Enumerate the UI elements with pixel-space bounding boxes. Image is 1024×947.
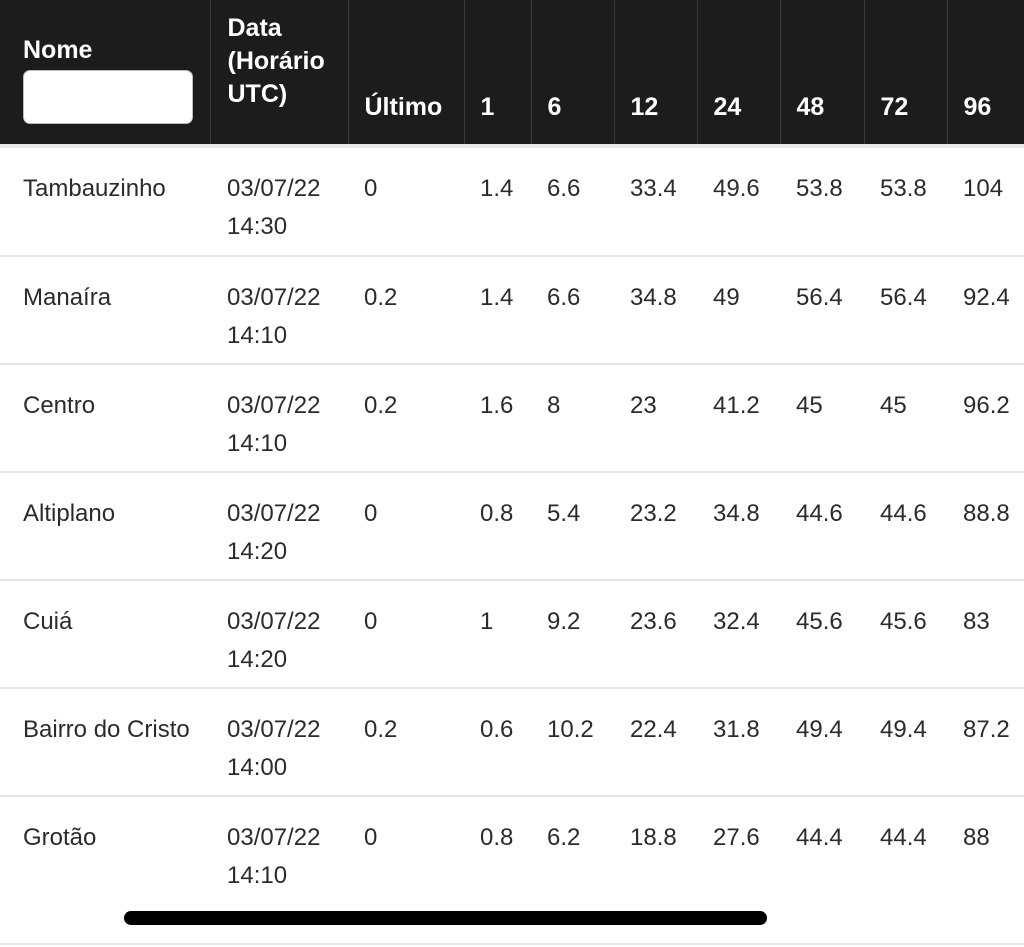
table-row[interactable]: Altiplano 03/07/22 14:20 0 0.8 5.4 23.2 … <box>0 472 1024 580</box>
cell-96: 96.2 <box>963 392 1010 419</box>
column-header-nome[interactable]: Nome <box>0 0 211 144</box>
nome-filter-input[interactable] <box>23 70 193 124</box>
table-row[interactable]: Cuiá 03/07/22 14:20 0 1 9.2 23.6 32.4 45… <box>0 580 1024 688</box>
cell-6: 6.6 <box>547 175 581 202</box>
table-row[interactable]: Bairro do Cristo 03/07/22 14:00 0.2 0.6 … <box>0 688 1024 796</box>
cell-1: 1.6 <box>480 392 514 419</box>
cell-data: 03/07/22 14:10 <box>227 392 321 457</box>
cell-ultimo: 0 <box>364 824 378 851</box>
cell-ultimo: 0.2 <box>364 284 398 311</box>
cell-96: 88 <box>963 824 990 851</box>
cell-12: 18.8 <box>630 824 677 851</box>
cell-24: 34.8 <box>713 500 760 527</box>
header-divider <box>0 144 1024 148</box>
cell-72: 56.4 <box>880 284 927 311</box>
cell-6: 8 <box>547 392 561 419</box>
cell-72: 49.4 <box>880 716 927 743</box>
rainfall-table: Nome Data (Horário UTC) Último 1 6 12 24… <box>0 0 1024 144</box>
cell-24: 41.2 <box>713 392 760 419</box>
cell-data: 03/07/22 14:10 <box>227 284 321 349</box>
cell-1: 1.4 <box>480 175 514 202</box>
cell-nome: Centro <box>23 392 96 419</box>
cell-1: 0.6 <box>480 716 514 743</box>
column-header-data[interactable]: Data (Horário UTC) <box>210 0 349 144</box>
column-header-24[interactable]: 24 <box>697 0 781 144</box>
cell-72: 53.8 <box>880 175 927 202</box>
column-header-72[interactable]: 72 <box>864 0 948 144</box>
cell-data: 03/07/22 14:10 <box>227 824 321 889</box>
cell-nome: Manaíra <box>23 284 112 311</box>
cell-data: 03/07/22 14:00 <box>227 716 321 781</box>
cell-6: 9.2 <box>547 608 581 635</box>
cell-nome: Bairro do Cristo <box>23 716 190 743</box>
cell-96: 104 <box>963 175 1004 202</box>
column-header-96[interactable]: 96 <box>963 93 992 121</box>
table-row[interactable]: Grotão 03/07/22 14:10 0 0.8 6.2 18.8 27.… <box>0 796 1024 904</box>
cell-6: 10.2 <box>547 716 594 743</box>
table-row[interactable]: Tambauzinho 03/07/22 14:30 0 1.4 6.6 33.… <box>0 148 1024 256</box>
cell-6: 6.2 <box>547 824 581 851</box>
cell-nome: Grotão <box>23 824 97 851</box>
cell-72: 45 <box>880 392 907 419</box>
cell-72: 44.4 <box>880 824 927 851</box>
cell-24: 49.6 <box>713 175 760 202</box>
cell-1: 0.8 <box>480 824 514 851</box>
cell-96: 87.2 <box>963 716 1010 743</box>
cell-48: 53.8 <box>796 175 843 202</box>
cell-48: 49.4 <box>796 716 843 743</box>
cell-nome: Cuiá <box>23 608 73 635</box>
cell-data: 03/07/22 14:20 <box>227 500 321 565</box>
cell-48: 44.4 <box>796 824 843 851</box>
table-row[interactable]: Centro 03/07/22 14:10 0.2 1.6 8 23 41.2 … <box>0 364 1024 472</box>
cell-24: 27.6 <box>713 824 760 851</box>
cell-48: 44.6 <box>796 500 843 527</box>
column-header-48[interactable]: 48 <box>780 0 865 144</box>
table-row[interactable]: Manaíra 03/07/22 14:10 0.2 1.4 6.6 34.8 … <box>0 256 1024 364</box>
cell-48: 45 <box>796 392 823 419</box>
cell-data: 03/07/22 14:30 <box>227 175 321 240</box>
table-body: Tambauzinho 03/07/22 14:30 0 1.4 6.6 33.… <box>0 148 1024 904</box>
cell-ultimo: 0 <box>364 175 378 202</box>
cell-ultimo: 0.2 <box>364 392 398 419</box>
column-header-nome-label: Nome <box>23 36 93 64</box>
cell-12: 23 <box>630 392 657 419</box>
cell-12: 33.4 <box>630 175 677 202</box>
cell-24: 32.4 <box>713 608 760 635</box>
column-header-12[interactable]: 12 <box>614 0 698 144</box>
cell-1: 1.4 <box>480 284 514 311</box>
cell-72: 45.6 <box>880 608 927 635</box>
cell-48: 45.6 <box>796 608 843 635</box>
cell-48: 56.4 <box>796 284 843 311</box>
column-header-1[interactable]: 1 <box>464 0 532 144</box>
cell-ultimo: 0 <box>364 608 378 635</box>
cell-96: 83 <box>963 608 990 635</box>
header-row: Nome Data (Horário UTC) Último 1 6 12 24… <box>0 0 1024 144</box>
cell-6: 6.6 <box>547 284 581 311</box>
cell-24: 31.8 <box>713 716 760 743</box>
cell-1: 1 <box>480 608 494 635</box>
cell-nome: Altiplano <box>23 500 116 527</box>
cell-12: 23.6 <box>630 608 677 635</box>
cell-24: 49 <box>713 284 740 311</box>
cell-96: 88.8 <box>963 500 1010 527</box>
cell-1: 0.8 <box>480 500 514 527</box>
cell-nome: Tambauzinho <box>23 175 166 202</box>
cell-6: 5.4 <box>547 500 581 527</box>
cell-12: 23.2 <box>630 500 677 527</box>
home-indicator[interactable] <box>124 911 767 925</box>
cell-96: 92.4 <box>963 284 1010 311</box>
column-header-ultimo[interactable]: Último <box>348 0 465 144</box>
cell-12: 22.4 <box>630 716 677 743</box>
rainfall-table-body: Tambauzinho 03/07/22 14:30 0 1.4 6.6 33.… <box>0 148 1024 904</box>
cell-ultimo: 0.2 <box>364 716 398 743</box>
cell-ultimo: 0 <box>364 500 378 527</box>
cell-72: 44.6 <box>880 500 927 527</box>
column-header-6[interactable]: 6 <box>531 0 615 144</box>
table-header: Nome Data (Horário UTC) Último 1 6 12 24… <box>0 0 1024 144</box>
cell-data: 03/07/22 14:20 <box>227 608 321 673</box>
cell-12: 34.8 <box>630 284 677 311</box>
bottom-divider <box>0 943 1024 945</box>
